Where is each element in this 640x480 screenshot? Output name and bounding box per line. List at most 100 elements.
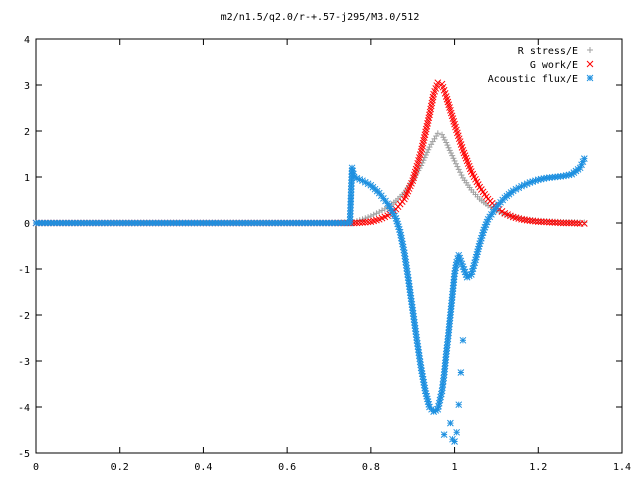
marker-stroke <box>399 243 407 251</box>
series-0-point <box>447 150 454 157</box>
marker-stroke <box>402 261 410 269</box>
series-0-point <box>451 157 458 164</box>
marker-stroke <box>546 218 553 226</box>
marker-stroke <box>459 336 467 344</box>
marker-stroke <box>361 218 369 226</box>
series-0-point <box>424 149 431 156</box>
legend-label: G work/E <box>530 60 578 71</box>
series-3-point <box>447 419 454 427</box>
marker-stroke <box>347 195 355 202</box>
marker-stroke <box>413 336 421 344</box>
marker-stroke <box>454 129 461 137</box>
marker-stroke <box>523 216 531 224</box>
marker-stroke <box>446 104 453 111</box>
marker-stroke <box>455 251 463 259</box>
marker-stroke <box>479 188 487 196</box>
marker-stroke <box>460 265 468 273</box>
marker-stroke <box>586 74 594 82</box>
marker-stroke <box>478 186 485 193</box>
marker-stroke <box>388 207 396 215</box>
marker-stroke <box>404 271 411 278</box>
marker-stroke <box>464 160 472 167</box>
series-1-point <box>560 219 567 227</box>
marker-stroke <box>445 101 453 109</box>
marker-stroke <box>423 392 431 400</box>
axis-ticks: 0 0.2 0.4 0.6 0.8 1 1.2 1.4 4 3 2 1 0 -1 -2 -3 -4 -5 <box>18 35 631 473</box>
marker-stroke <box>440 431 448 438</box>
marker-stroke <box>420 381 428 389</box>
marker-stroke <box>469 170 477 178</box>
marker-stroke <box>472 175 479 183</box>
marker-stroke <box>501 209 509 217</box>
marker-stroke <box>389 210 397 217</box>
plot-frame <box>35 38 623 454</box>
series-1-point <box>523 216 531 224</box>
marker-stroke <box>447 106 454 114</box>
marker-stroke <box>442 93 450 100</box>
marker-stroke <box>459 146 467 154</box>
marker-stroke <box>515 215 523 222</box>
marker-stroke <box>350 173 358 181</box>
legend: R stress/E G work/E Acoustic flux/E <box>488 46 594 85</box>
marker-stroke <box>448 112 456 120</box>
series-0-point <box>452 160 459 167</box>
marker-stroke <box>364 218 372 226</box>
marker-stroke <box>359 177 366 185</box>
series-3-point <box>457 369 465 376</box>
marker-stroke <box>395 223 402 231</box>
series-1-point <box>361 218 369 226</box>
marker-stroke <box>580 220 588 227</box>
marker-stroke <box>420 378 428 386</box>
marker-stroke <box>385 202 393 210</box>
marker-stroke <box>534 218 542 225</box>
marker-stroke <box>474 181 482 188</box>
marker-stroke <box>476 183 484 191</box>
series-1-point <box>551 219 559 226</box>
series-1-point <box>532 217 539 225</box>
legend-marker <box>586 60 594 68</box>
marker-stroke <box>456 254 464 262</box>
series-0-point <box>445 144 452 151</box>
marker-stroke <box>457 257 465 265</box>
marker-stroke <box>414 340 421 347</box>
marker-stroke <box>449 115 457 122</box>
marker-stroke <box>399 240 406 248</box>
series-0-point <box>441 136 448 143</box>
series-2-point <box>580 155 588 162</box>
series-0-point <box>444 142 451 149</box>
marker-stroke <box>526 217 534 225</box>
series-0-point <box>450 155 457 162</box>
series-1-point <box>565 219 573 227</box>
series-0-point <box>376 208 383 215</box>
series-3-point <box>453 428 461 436</box>
marker-stroke <box>434 79 442 87</box>
marker-stroke <box>481 190 489 198</box>
series-2-point <box>579 158 587 166</box>
series-3-point <box>455 401 463 409</box>
series-2-point <box>518 182 525 190</box>
marker-stroke <box>402 258 410 266</box>
x-tick-label: 0.8 <box>362 462 380 473</box>
x-tick-label: 0 <box>33 462 39 473</box>
marker-stroke <box>403 267 411 275</box>
marker-stroke <box>470 173 478 181</box>
marker-stroke <box>438 80 446 88</box>
marker-stroke <box>551 219 559 226</box>
marker-stroke <box>348 164 356 172</box>
marker-stroke <box>457 369 465 376</box>
marker-stroke <box>580 155 588 162</box>
series-0-point <box>379 207 386 214</box>
marker-stroke <box>586 60 594 68</box>
marker-stroke <box>454 132 462 140</box>
marker-stroke <box>347 204 354 212</box>
marker-stroke <box>398 237 406 245</box>
marker-stroke <box>462 154 470 162</box>
series-2-point <box>347 204 354 212</box>
series-1-point <box>546 218 553 226</box>
series-1-point <box>562 219 570 227</box>
marker-stroke <box>455 135 463 143</box>
marker-stroke <box>414 343 422 350</box>
y-tick-label: -2 <box>18 311 30 322</box>
marker-stroke <box>346 216 354 224</box>
x-tick-label: 0.2 <box>111 462 129 473</box>
